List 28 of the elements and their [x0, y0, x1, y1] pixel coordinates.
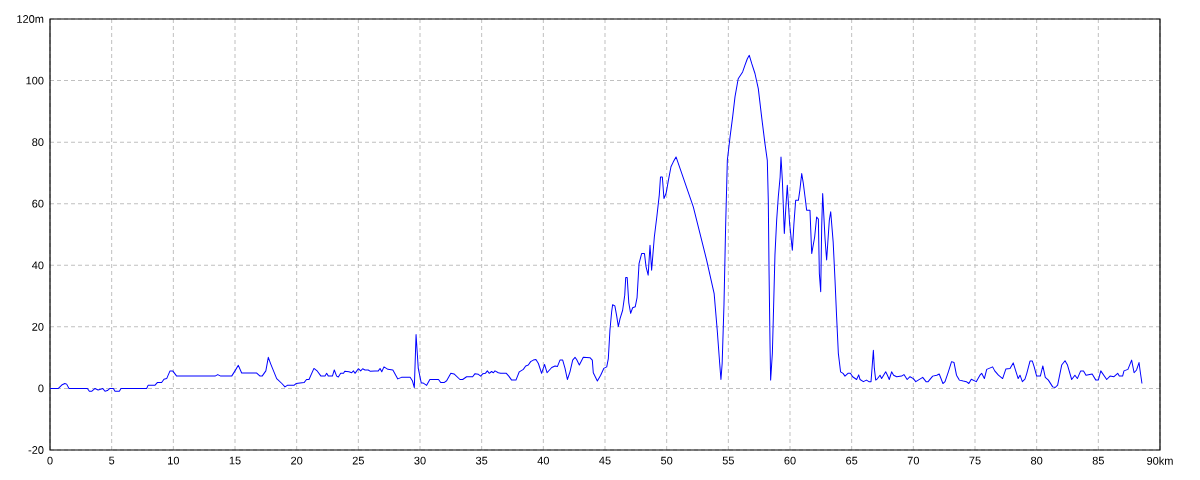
x-tick-label: 40 — [537, 456, 550, 465]
x-tick-label: 20 — [291, 456, 303, 465]
y-tick-label: 20 — [32, 322, 44, 331]
x-tick-label: 15 — [229, 456, 241, 465]
x-tick-label: 75 — [969, 456, 981, 465]
y-tick-label: 60 — [32, 199, 44, 208]
x-tick-label: 50 — [660, 456, 673, 465]
y-tick-label: 80 — [32, 138, 44, 147]
y-tick-label: 100 — [26, 76, 44, 85]
x-tick-label: 25 — [352, 456, 364, 465]
x-tick-label: 10 — [168, 456, 180, 465]
x-tick-label: 0 — [47, 456, 53, 465]
x-tick-label: 80 — [1031, 456, 1043, 465]
x-tick-label: 65 — [846, 456, 858, 465]
y-tick-label: 40 — [31, 261, 44, 270]
x-tick-label: 45 — [599, 456, 611, 465]
x-tick-label: 90km — [1147, 456, 1173, 465]
x-tick-label: 60 — [784, 456, 796, 465]
x-tick-label: 30 — [414, 456, 426, 465]
line-series — [50, 54, 1143, 392]
x-tick-label: 5 — [109, 456, 115, 465]
x-tick-label: 55 — [722, 456, 734, 465]
x-tick-label: 70 — [907, 456, 920, 465]
y-tick-label: -20 — [28, 446, 44, 454]
x-tick-label: 85 — [1092, 456, 1104, 465]
y-tick-label: 120m — [17, 15, 44, 23]
x-tick-label: 35 — [475, 456, 488, 465]
y-tick-label: 0 — [38, 384, 44, 393]
